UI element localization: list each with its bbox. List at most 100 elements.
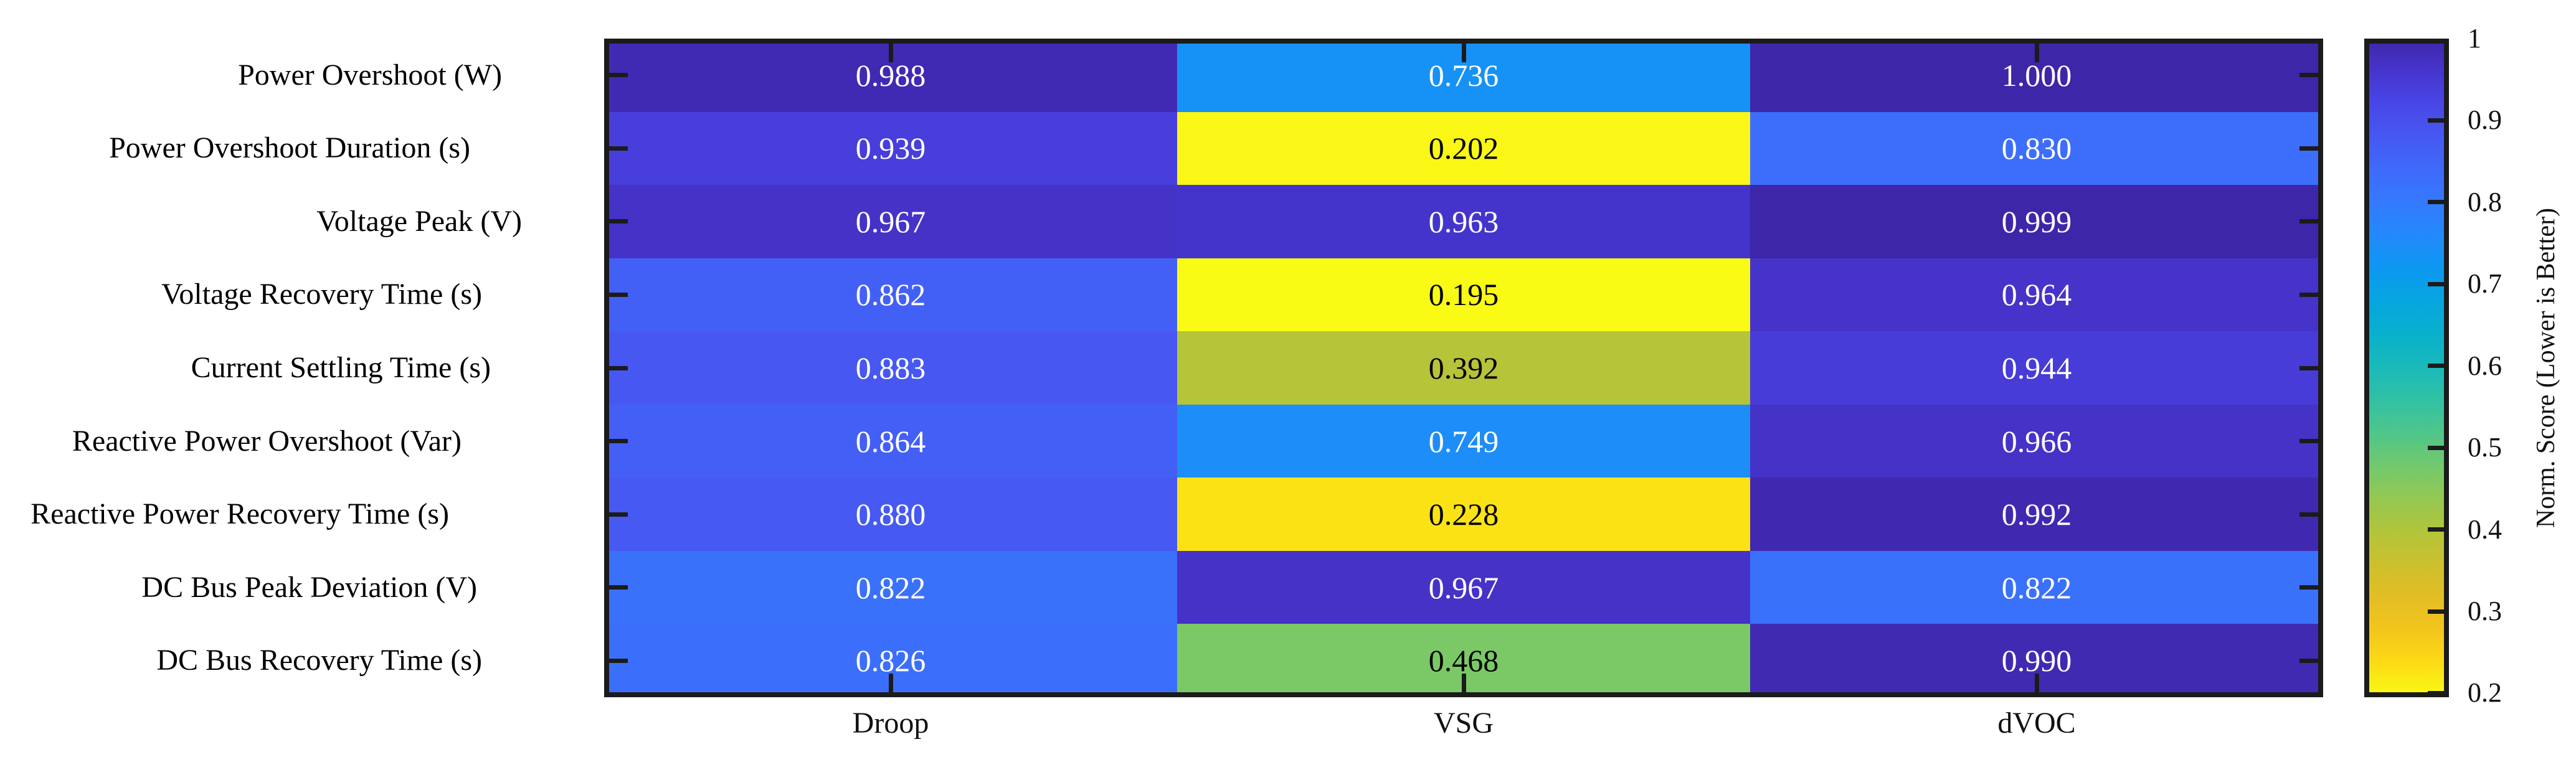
x-tick bbox=[888, 44, 893, 62]
heatmap-cell: 0.944 bbox=[1750, 331, 2323, 405]
heatmap-cell: 0.468 bbox=[1177, 624, 1750, 697]
y-tick bbox=[2299, 146, 2318, 151]
y-tick bbox=[609, 658, 628, 663]
heatmap-cell: 0.967 bbox=[604, 185, 1177, 258]
heatmap-cell: 0.939 bbox=[604, 111, 1177, 186]
heatmap-cell: 0.883 bbox=[604, 331, 1177, 405]
colorbar-tick-label: 0.8 bbox=[2468, 186, 2502, 217]
cell-value: 0.830 bbox=[2001, 131, 2072, 166]
col-label: dVOC bbox=[1997, 707, 2076, 740]
row-label: DC Bus Recovery Time (s) bbox=[156, 644, 482, 677]
colorbar-axis-label: Norm. Score (Lower is Better) bbox=[2532, 207, 2560, 529]
cell-value: 0.822 bbox=[855, 570, 926, 605]
y-tick bbox=[609, 73, 628, 78]
heatmap-cell: 0.862 bbox=[604, 258, 1177, 332]
cell-value: 0.963 bbox=[1428, 204, 1499, 239]
cell-value: 0.967 bbox=[855, 204, 926, 239]
colorbar-tick-label: 0.5 bbox=[2468, 432, 2502, 463]
colorbar-tick-label: 0.7 bbox=[2468, 268, 2502, 299]
row-label: Current Settling Time (s) bbox=[191, 351, 491, 384]
heatmap-cell: 0.195 bbox=[1177, 258, 1750, 332]
colorbar-tick bbox=[2428, 609, 2444, 614]
heatmap-cell: 0.990 bbox=[1750, 624, 2323, 697]
heatmap-cell: 0.864 bbox=[604, 404, 1177, 478]
cell-value: 0.736 bbox=[1428, 57, 1499, 93]
colorbar-tick-label: 0.6 bbox=[2468, 350, 2502, 381]
cell-value: 0.967 bbox=[1428, 570, 1499, 605]
heatmap-cell: 0.392 bbox=[1177, 331, 1750, 405]
heatmap-cell: 0.822 bbox=[604, 550, 1177, 624]
row-label: Voltage Recovery Time (s) bbox=[161, 278, 482, 311]
heatmap-cell: 0.992 bbox=[1750, 477, 2323, 551]
x-tick bbox=[1461, 44, 1466, 62]
cell-value: 1.000 bbox=[2001, 57, 2072, 93]
y-tick bbox=[609, 585, 628, 590]
cell-value: 0.939 bbox=[855, 131, 926, 166]
heatmap-cell: 0.822 bbox=[1750, 550, 2323, 624]
heatmap-cell: 0.228 bbox=[1177, 477, 1750, 551]
cell-value: 0.964 bbox=[2001, 277, 2072, 313]
cell-value: 0.749 bbox=[1428, 423, 1499, 459]
y-tick bbox=[2299, 439, 2318, 444]
cell-value: 0.202 bbox=[1428, 131, 1499, 166]
y-tick bbox=[609, 512, 628, 517]
colorbar-tick-label: 0.9 bbox=[2468, 105, 2502, 136]
row-label: DC Bus Peak Deviation (V) bbox=[141, 570, 477, 604]
row-label: Reactive Power Recovery Time (s) bbox=[31, 497, 449, 531]
cell-value: 0.822 bbox=[2001, 570, 2072, 605]
cell-value: 0.392 bbox=[1428, 350, 1499, 385]
heatmap-cell: 0.202 bbox=[1177, 111, 1750, 186]
row-label: Voltage Peak (V) bbox=[316, 204, 522, 238]
colorbar-tick bbox=[2428, 200, 2444, 205]
heatmap-cell: 0.966 bbox=[1750, 404, 2323, 478]
y-tick bbox=[2299, 585, 2318, 590]
x-tick bbox=[2034, 44, 2039, 62]
colorbar-tick bbox=[2428, 118, 2444, 123]
colorbar-tick bbox=[2428, 281, 2444, 286]
cell-value: 0.864 bbox=[855, 423, 926, 459]
heatmap-cell: 0.964 bbox=[1750, 258, 2323, 332]
cell-value: 0.992 bbox=[2001, 497, 2072, 532]
heatmap-cell: 0.830 bbox=[1750, 111, 2323, 186]
y-tick bbox=[609, 292, 628, 297]
colorbar-tick-label: 0.2 bbox=[2468, 677, 2502, 708]
y-tick bbox=[609, 439, 628, 444]
heatmap-cell: 0.999 bbox=[1750, 185, 2323, 258]
colorbar-tick bbox=[2428, 364, 2444, 369]
colorbar-tick-label: 0.4 bbox=[2468, 514, 2502, 545]
cell-value: 0.988 bbox=[855, 57, 926, 93]
cell-value: 0.468 bbox=[1428, 643, 1499, 679]
heatmap-cell: 0.749 bbox=[1177, 404, 1750, 478]
colorbar-tick bbox=[2428, 690, 2444, 695]
y-tick bbox=[609, 365, 628, 370]
row-label: Power Overshoot Duration (s) bbox=[109, 131, 470, 165]
row-label: Power Overshoot (W) bbox=[238, 58, 502, 92]
x-tick bbox=[888, 674, 893, 692]
heatmap-cell: 0.967 bbox=[1177, 550, 1750, 624]
y-tick bbox=[2299, 658, 2318, 663]
col-label: VSG bbox=[1433, 707, 1494, 740]
cell-value: 0.990 bbox=[2001, 643, 2072, 679]
y-tick bbox=[2299, 73, 2318, 78]
colorbar-tick bbox=[2428, 527, 2444, 532]
y-tick bbox=[2299, 512, 2318, 517]
heatmap-cell: 0.963 bbox=[1177, 185, 1750, 258]
colorbar-tick bbox=[2428, 445, 2444, 450]
colorbar-tick-label: 0.3 bbox=[2468, 596, 2502, 626]
x-tick bbox=[2034, 674, 2039, 692]
y-tick bbox=[2299, 219, 2318, 224]
cell-value: 0.195 bbox=[1428, 277, 1499, 313]
cell-value: 0.883 bbox=[855, 350, 926, 385]
cell-value: 0.944 bbox=[2001, 350, 2072, 385]
y-tick bbox=[609, 146, 628, 151]
heatmap-cell: 0.736 bbox=[1177, 39, 1750, 112]
row-label: Reactive Power Overshoot (Var) bbox=[72, 424, 462, 458]
cell-value: 0.228 bbox=[1428, 497, 1499, 532]
cell-value: 0.826 bbox=[855, 643, 926, 679]
y-tick bbox=[2299, 292, 2318, 297]
heatmap-cell: 0.880 bbox=[604, 477, 1177, 551]
heatmap-plot: 0.988 0.736 1.000 0.939 0.202 0.830 0.967 0.963… bbox=[604, 39, 2323, 697]
cell-value: 0.966 bbox=[2001, 423, 2072, 459]
colorbar-tick-label: 1 bbox=[2468, 23, 2481, 54]
